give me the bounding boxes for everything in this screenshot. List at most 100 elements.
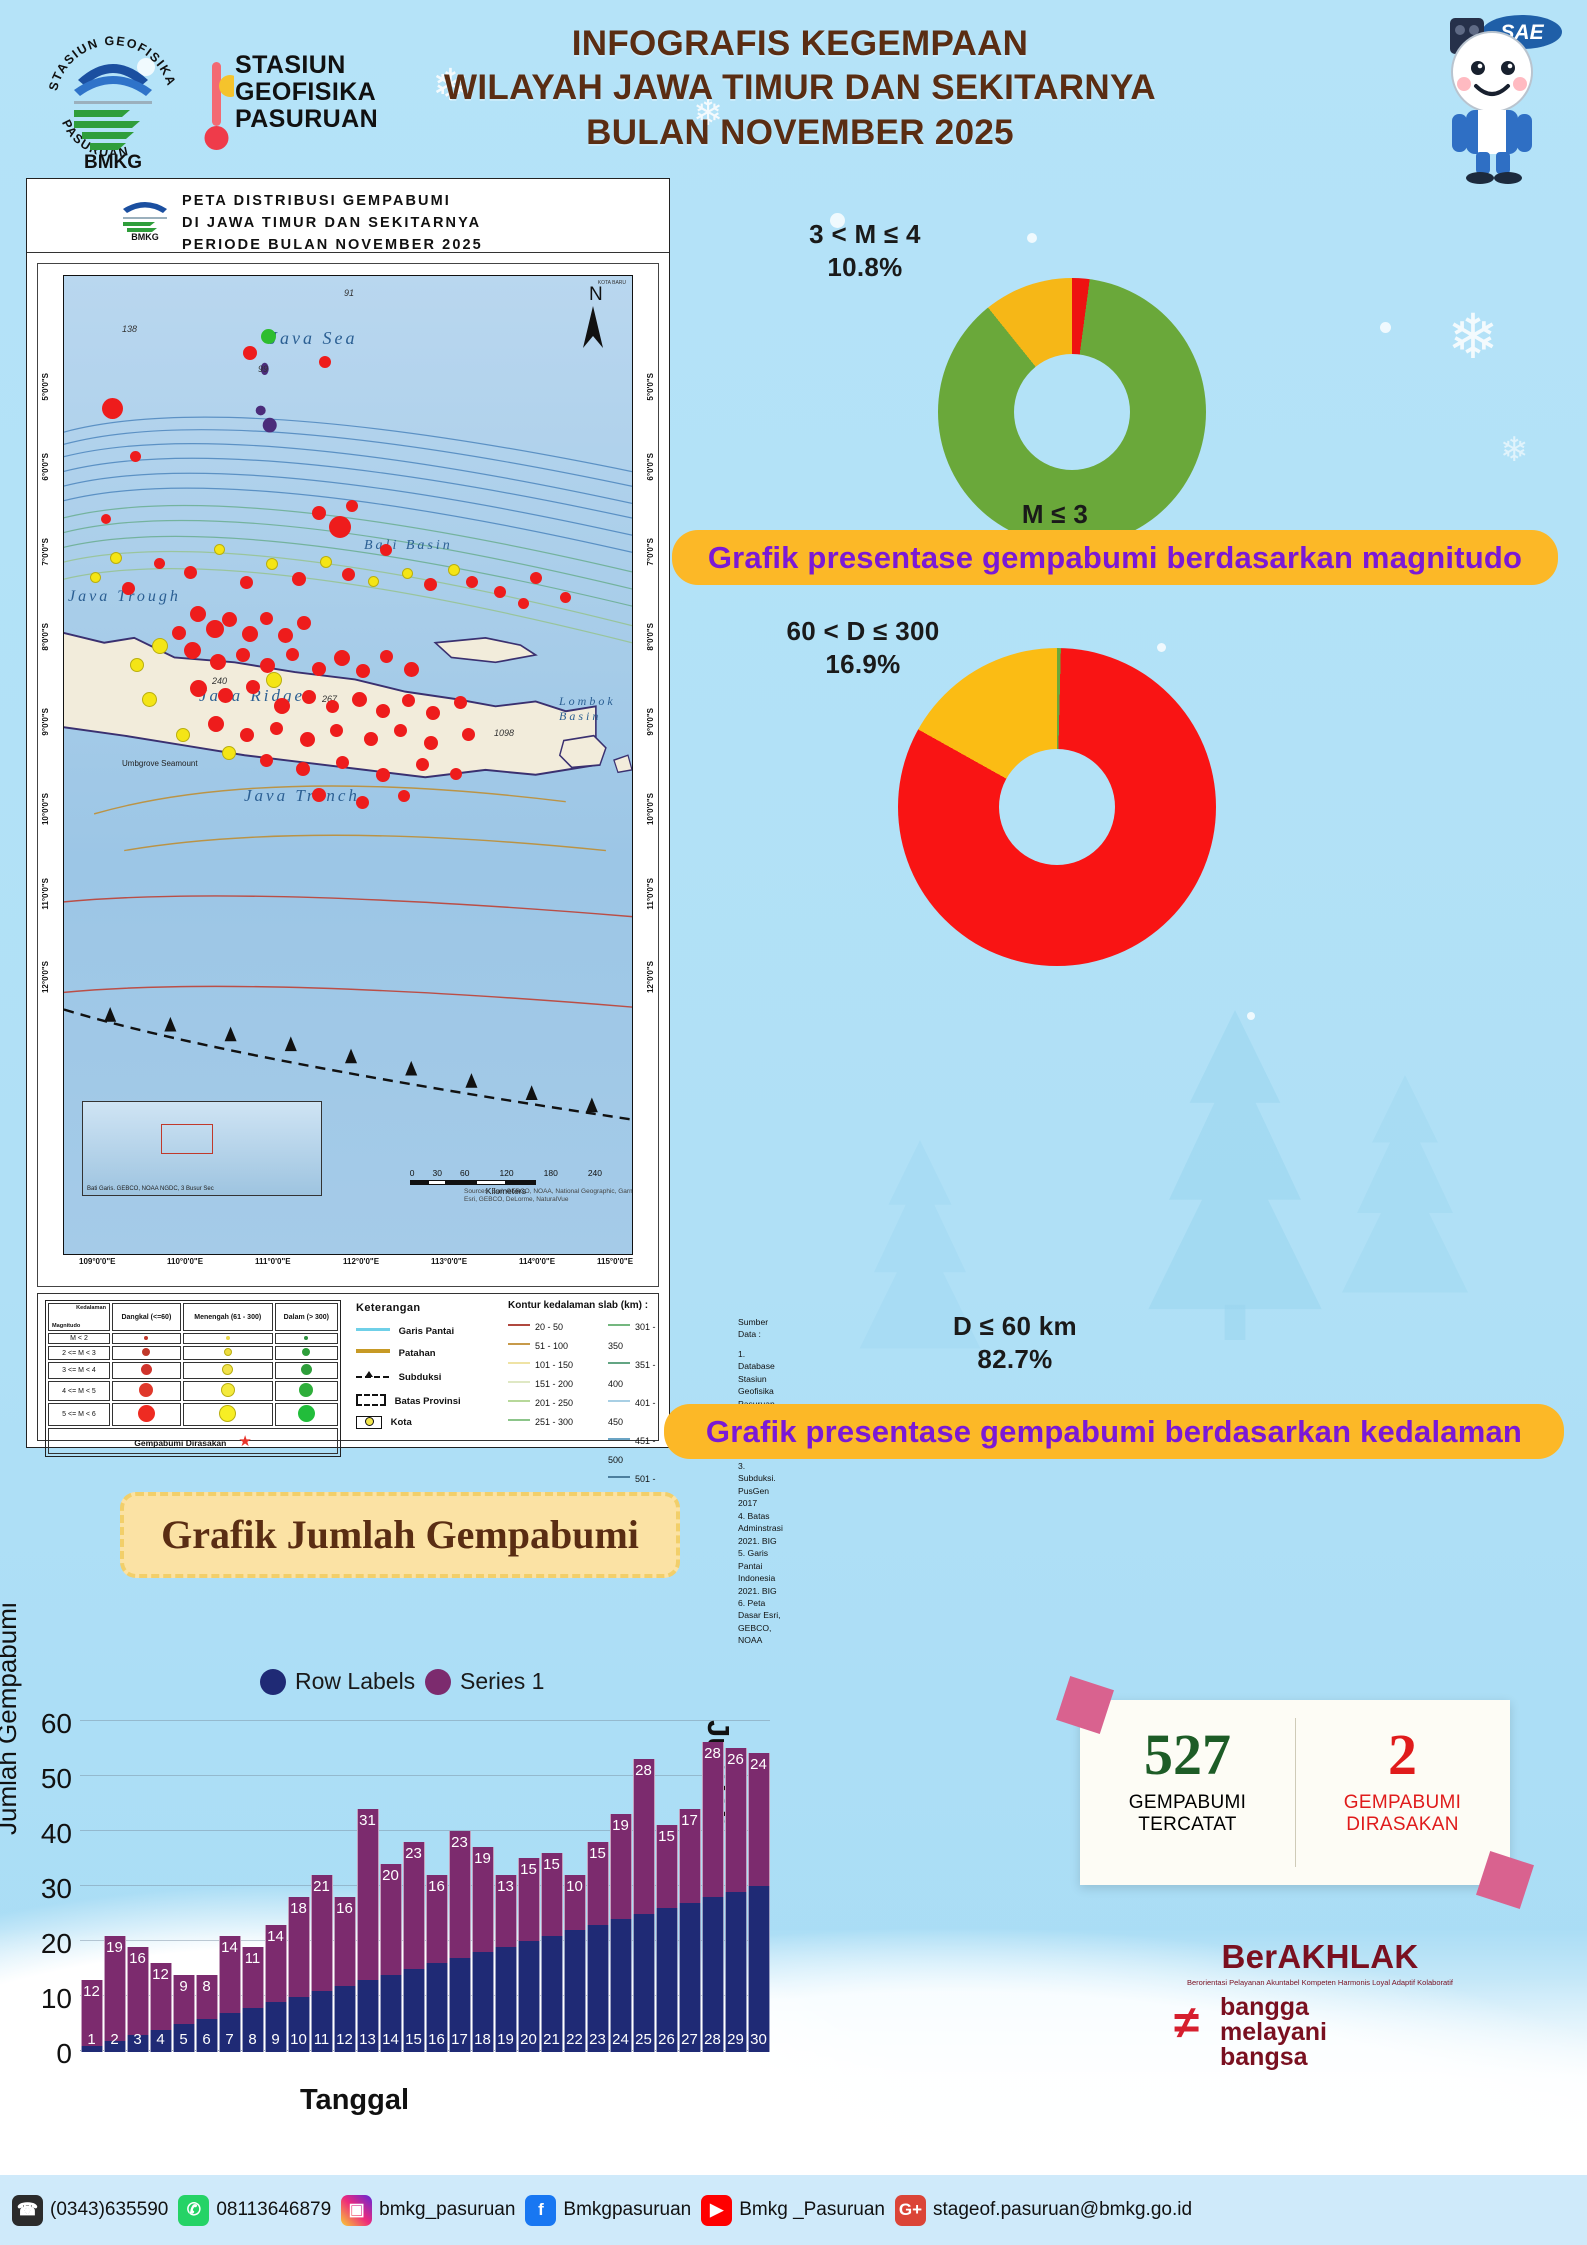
bar-day-27[interactable]: 17 27 [678, 1808, 701, 2052]
bar-day-11[interactable]: 21 11 [310, 1874, 333, 2052]
stat-felt: 2 GEMPABUMI DIRASAKAN [1295, 1726, 1510, 1837]
bar-value-rowlabel: 15 [405, 2031, 422, 2048]
bar-day-16[interactable]: 16 16 [425, 1874, 448, 2052]
lon-label: 109°0'0"E [79, 1257, 116, 1266]
legend-corner-depth: Kedalaman [76, 1305, 106, 1311]
bar-day-18[interactable]: 19 18 [471, 1847, 494, 2052]
bar-day-2[interactable]: 19 2 [103, 1935, 126, 2052]
bar-value-series1: 28 [704, 1745, 721, 1763]
bar-day-17[interactable]: 23 17 [448, 1830, 471, 2052]
summary-stats-card: 527 GEMPABUMI TERCATAT 2 GEMPABUMI DIRAS… [1056, 1676, 1534, 1909]
bar-segment-rowlabel: 12 [333, 1985, 356, 2052]
bar-value-series1: 13 [497, 1877, 514, 1895]
seamount-label: Umbgrove Seamount [122, 759, 198, 768]
legend-swatch-series-1 [425, 1669, 451, 1695]
bar-segment-series1: 11 [241, 1946, 264, 2008]
bar-day-15[interactable]: 23 15 [402, 1841, 425, 2052]
bar-day-12[interactable]: 16 12 [333, 1897, 356, 2052]
stat-felt-number: 2 [1388, 1722, 1417, 1787]
depth-donut-chart[interactable] [898, 648, 1216, 966]
bar-day-24[interactable]: 19 24 [609, 1814, 632, 2052]
footer-phone[interactable]: ☎ (0343)635590 [12, 2194, 168, 2226]
footer-facebook-label: Bmkgpasuruan [563, 2199, 692, 2220]
scale-unit: Kilometers [485, 1186, 526, 1196]
berakhlak-branding: BerAKHLAK Berorientasi Pelayanan Akuntab… [1180, 1938, 1460, 1988]
legend-item-coastline: Garis Pantai [356, 1326, 454, 1337]
bar-value-series1: 15 [520, 1861, 537, 1879]
bar-day-8[interactable]: 11 8 [241, 1946, 264, 2052]
bar-day-25[interactable]: 28 25 [632, 1758, 655, 2052]
bar-day-13[interactable]: 31 13 [356, 1808, 379, 2052]
map-title: PETA DISTRIBUSI GEMPABUMI DI JAWA TIMUR … [182, 191, 483, 256]
legend-item-subduction: Subduksi [356, 1371, 441, 1383]
bar-segment-rowlabel: 14 [379, 1974, 402, 2052]
bar-day-10[interactable]: 18 10 [287, 1897, 310, 2052]
lat-label: 7°0'0"S [41, 538, 50, 566]
bar-day-7[interactable]: 14 7 [218, 1935, 241, 2052]
bar-day-29[interactable]: 26 29 [724, 1747, 747, 2052]
legend-mag-row: 3 <= M < 4 [48, 1362, 110, 1379]
lat-label-right: 8°0'0"S [646, 623, 655, 651]
bar-segment-series1: 26 [724, 1747, 747, 1892]
footer-whatsapp[interactable]: ✆ 08113646879 [178, 2194, 331, 2226]
bar-day-1[interactable]: 12 1 [80, 1980, 103, 2052]
legend-row-labels[interactable]: Row Labels [260, 1668, 415, 1695]
stat-recorded: 527 GEMPABUMI TERCATAT [1080, 1726, 1295, 1837]
bar-segment-rowlabel: 24 [609, 1919, 632, 2052]
footer-youtube[interactable]: ▶ Bmkg _Pasuruan [701, 2194, 885, 2226]
bar-value-series1: 10 [566, 1877, 583, 1895]
legend-series-1[interactable]: Series 1 [425, 1668, 544, 1695]
bar-segment-rowlabel: 26 [655, 1908, 678, 2052]
bar-segment-series1: 9 [172, 1974, 195, 2025]
bar-value-series1: 11 [244, 1949, 261, 1967]
lon-label: 112°0'0"E [343, 1257, 380, 1266]
scale-tick: 60 [459, 1168, 470, 1178]
depth-bottom-annotation: D ≤ 60 km 82.7% [820, 1310, 1210, 1377]
bar-day-26[interactable]: 15 26 [655, 1825, 678, 2052]
map-body: 5°0'0"S 6°0'0"S 7°0'0"S 8°0'0"S 9°0'0"S … [27, 253, 669, 1295]
bar-day-4[interactable]: 12 4 [149, 1963, 172, 2052]
bar-day-30[interactable]: 24 30 [747, 1753, 770, 2052]
footer-email-label: stageof.pasuruan@bmkg.go.id [932, 2199, 1193, 2220]
footer-facebook[interactable]: f Bmkgpasuruan [525, 2194, 692, 2226]
map-legend: Kedalaman Magnitudo Dangkal (<=60) Menen… [37, 1293, 783, 1645]
lat-label: 8°0'0"S [41, 623, 50, 651]
bar-segment-rowlabel: 28 [701, 1897, 724, 2052]
youtube-icon: ▶ [701, 2194, 733, 2226]
bar-segment-series1: 8 [195, 1974, 218, 2019]
bar-value-series1: 19 [106, 1938, 123, 1956]
bar-segment-series1: 28 [632, 1758, 655, 1914]
stat-recorded-caption: GEMPABUMI TERCATAT [1128, 1792, 1247, 1836]
bar-day-14[interactable]: 20 14 [379, 1863, 402, 2052]
sumber-item: Geofisika Pasuruan [738, 1386, 775, 1408]
lat-label-right: 5°0'0"S [646, 373, 655, 401]
svg-text:BMKG: BMKG [84, 152, 142, 172]
bar-day-3[interactable]: 16 3 [126, 1946, 149, 2052]
map-canvas[interactable]: Java Sea Bali Basin Java Ridge Java Tren… [63, 275, 633, 1255]
bar-value-series1: 12 [83, 1983, 100, 2001]
magnitude-top-label: 3 < M ≤ 4 [809, 219, 921, 249]
bar-day-28[interactable]: 28 28 [701, 1742, 724, 2052]
inset-caption: Bati Garis. GEBCO, NOAA NGDC, 3 Busur Se… [87, 1185, 214, 1192]
bar-day-9[interactable]: 14 9 [264, 1924, 287, 2052]
bar-value-rowlabel: 1 [87, 2031, 96, 2048]
bar-day-21[interactable]: 15 21 [540, 1852, 563, 2052]
bar-segment-rowlabel: 16 [425, 1963, 448, 2052]
bar-day-23[interactable]: 15 23 [586, 1841, 609, 2052]
lat-label-right: 6°0'0"S [646, 453, 655, 481]
bar-value-rowlabel: 23 [589, 2031, 606, 2048]
depth-caption-text: Grafik presentase gempabumi berdasarkan … [705, 1414, 1523, 1449]
daily-earthquake-bar-chart[interactable]: Row Labels Series 1 Jumlah Gempabumi Jum… [0, 1602, 790, 2180]
footer-instagram[interactable]: ▣ bmkg_pasuruan [341, 2194, 515, 2226]
bar-segment-rowlabel: 23 [586, 1924, 609, 2052]
bar-day-22[interactable]: 10 22 [563, 1874, 586, 2052]
bar-day-19[interactable]: 13 19 [494, 1874, 517, 2052]
bar-day-20[interactable]: 15 20 [517, 1858, 540, 2052]
footer-email[interactable]: G+ stageof.pasuruan@bmkg.go.id [894, 2194, 1193, 2226]
bar-value-rowlabel: 27 [681, 2031, 698, 2048]
bar-segment-rowlabel: 4 [149, 2029, 172, 2052]
lat-label: 11°0'0"S [41, 878, 50, 910]
magnitude-donut-chart[interactable] [938, 278, 1206, 546]
